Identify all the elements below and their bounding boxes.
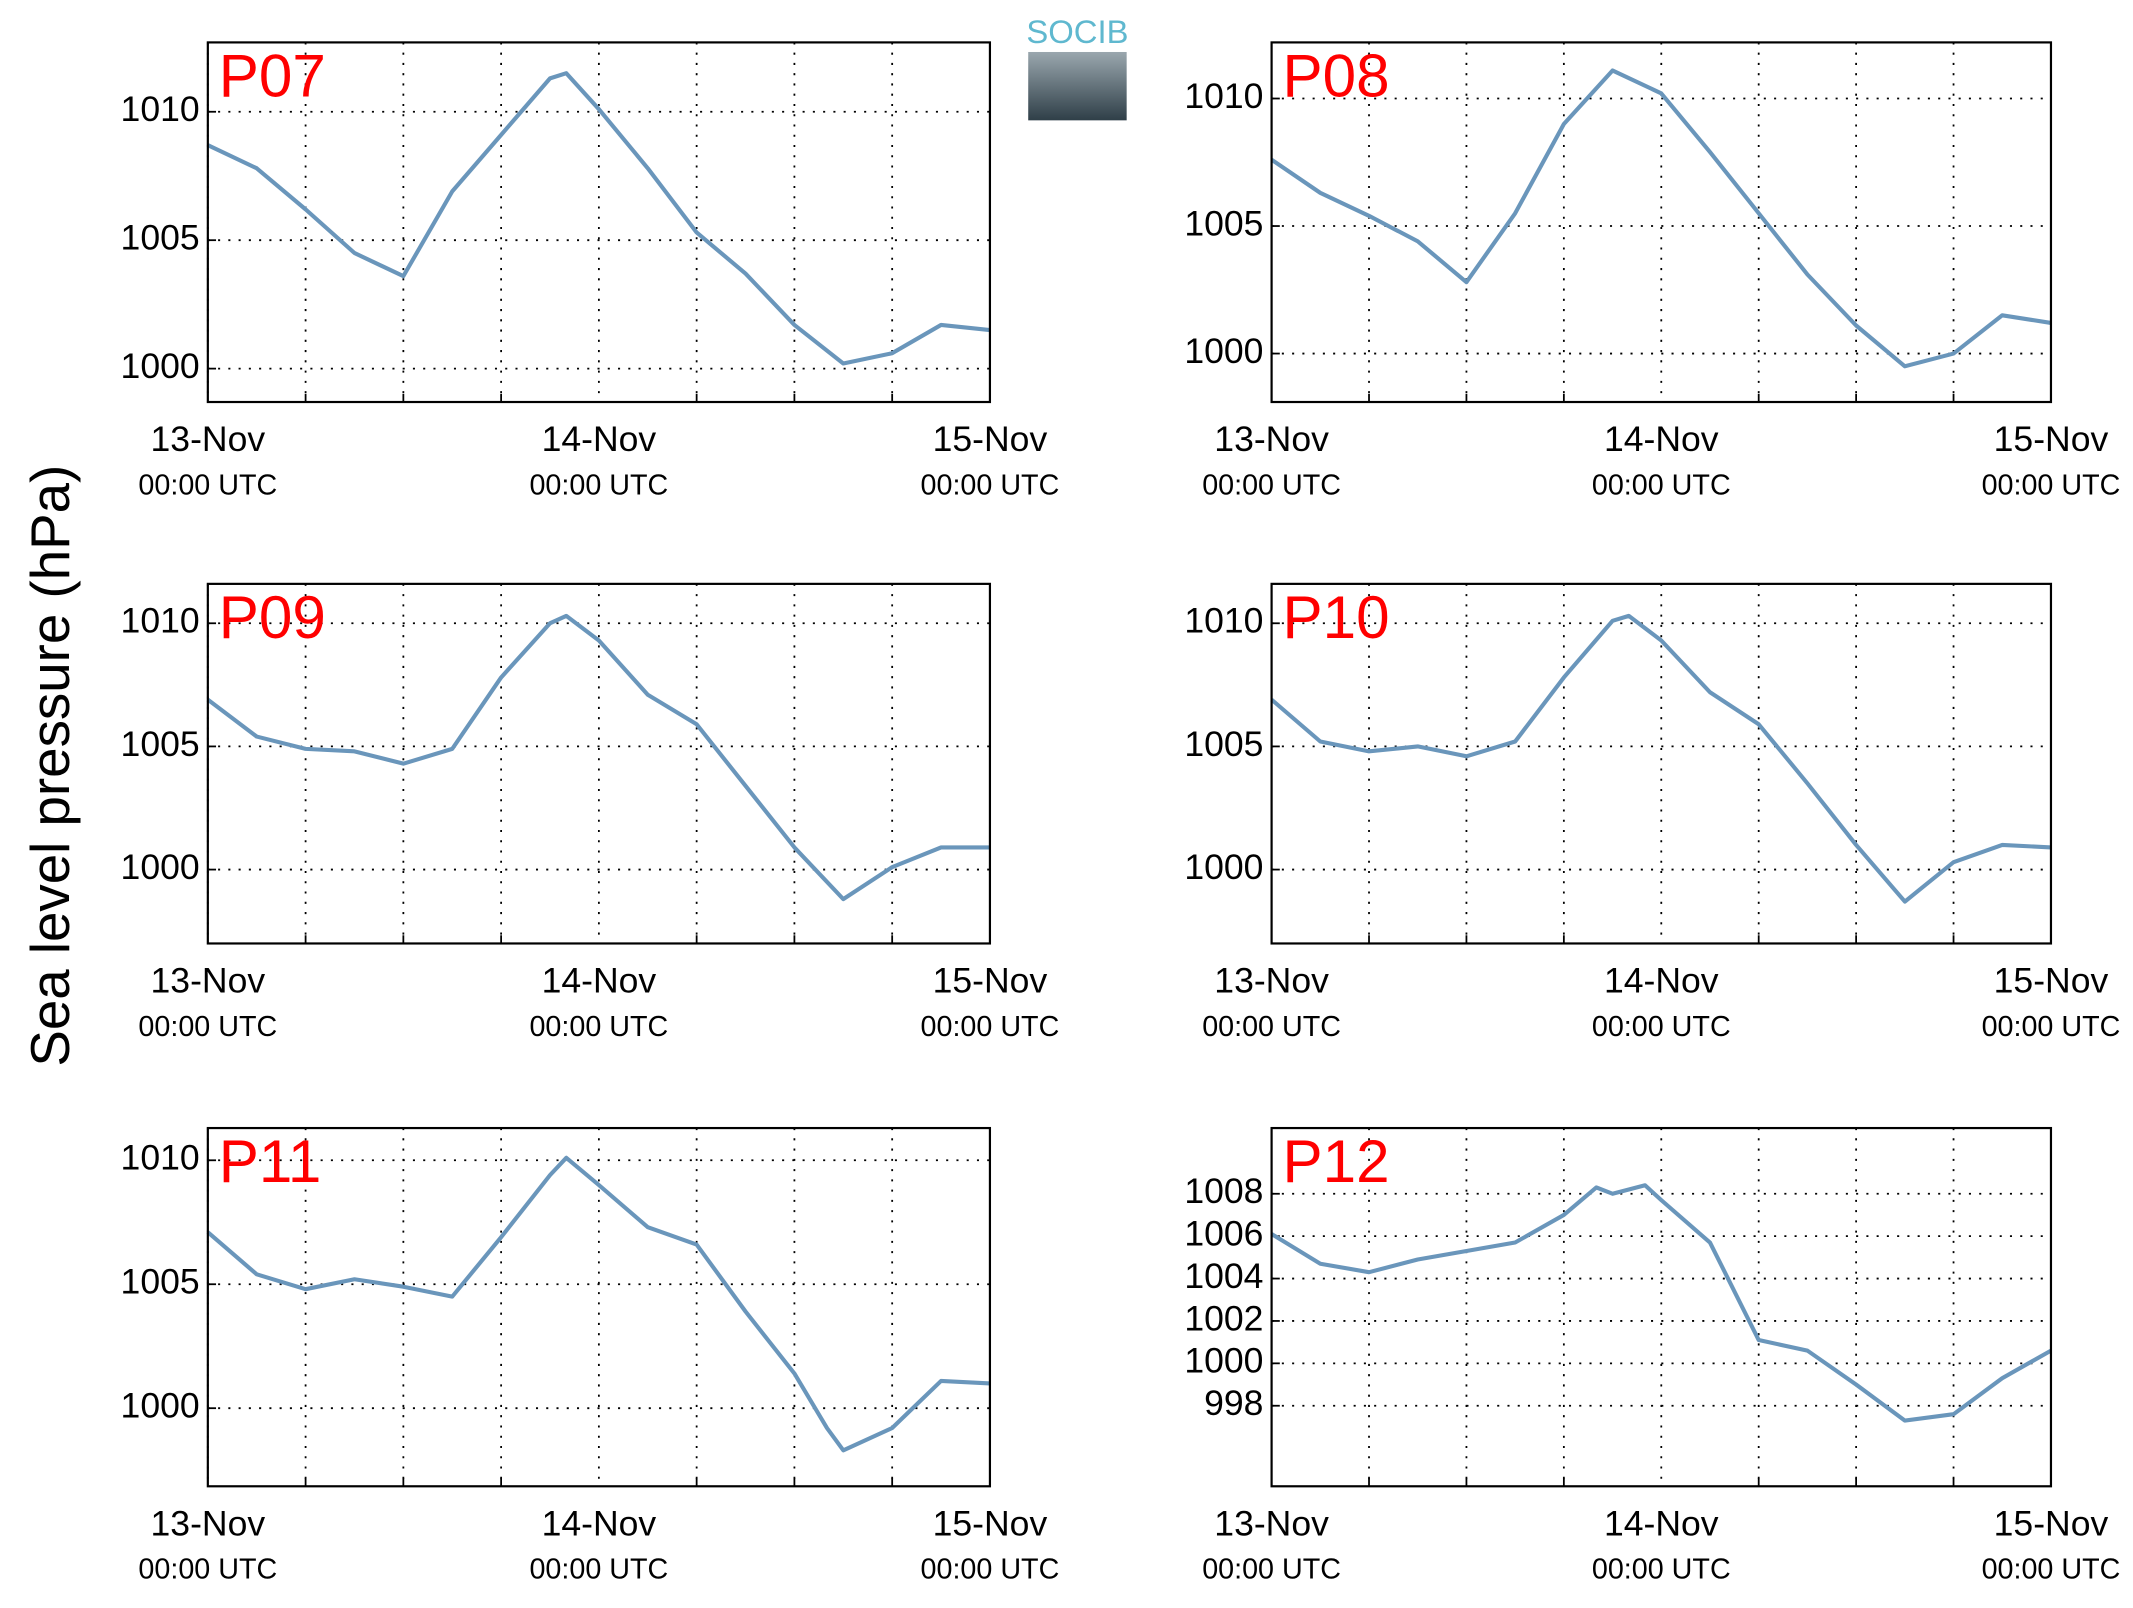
x-tick-sublabel: 00:00 UTC xyxy=(1202,1554,1341,1586)
x-tick-label: 13-Nov xyxy=(151,1503,266,1543)
y-tick-label: 1005 xyxy=(121,218,200,258)
y-tick-label: 1005 xyxy=(1184,724,1263,764)
y-tick-label: 1005 xyxy=(121,724,200,764)
x-tick-label: 13-Nov xyxy=(151,419,266,459)
y-tick-label: 1008 xyxy=(1184,1171,1263,1211)
y-tick-label: 1000 xyxy=(1184,331,1263,371)
data-line xyxy=(1270,613,2052,904)
x-tick-sublabel: 00:00 UTC xyxy=(138,469,277,501)
y-tick-label: 1000 xyxy=(121,1386,200,1426)
x-tick-label: 13-Nov xyxy=(1214,961,1329,1001)
x-tick-sublabel: 00:00 UTC xyxy=(529,469,668,501)
x-tick-sublabel: 00:00 UTC xyxy=(921,1011,1060,1043)
x-tick-label: 15-Nov xyxy=(933,419,1048,459)
data-line xyxy=(1270,68,2052,369)
subplot: 1000 1005 1010 13-Nov 00:00 UTC 14-Nov 00:00 U… xyxy=(121,582,1060,1043)
x-tick-label: 15-Nov xyxy=(1994,419,2109,459)
x-tick-label: 15-Nov xyxy=(1994,961,2109,1001)
data-line xyxy=(206,613,990,902)
x-tick-label: 15-Nov xyxy=(933,1503,1048,1543)
x-tick-label: 15-Nov xyxy=(933,961,1048,1001)
y-tick-label: 1002 xyxy=(1184,1298,1263,1338)
logo: SOCIB xyxy=(1026,13,1128,121)
x-tick-sublabel: 00:00 UTC xyxy=(1982,1554,2121,1586)
x-tick-label: 14-Nov xyxy=(1604,961,1719,1001)
y-axis-label: Sea level pressure (hPa) xyxy=(19,465,81,1067)
logo-text: SOCIB xyxy=(1026,13,1128,50)
y-tick-label: 1000 xyxy=(1184,847,1263,887)
y-tick-label: 1006 xyxy=(1184,1214,1263,1254)
y-tick-label: 1010 xyxy=(121,601,200,641)
x-tick-sublabel: 00:00 UTC xyxy=(529,1554,668,1586)
y-tick-label: 1005 xyxy=(1184,203,1263,243)
x-tick-sublabel: 00:00 UTC xyxy=(529,1011,668,1043)
plot-area xyxy=(207,583,990,944)
x-tick-sublabel: 00:00 UTC xyxy=(1592,469,1731,501)
logo-image xyxy=(1028,51,1127,121)
plot-area xyxy=(207,42,990,403)
panel-title: P08 xyxy=(1283,43,1390,110)
subplot: 1000 1005 1010 13-Nov 00:00 UTC 14-Nov 00:00 U… xyxy=(121,1126,1060,1586)
y-tick-label: 1000 xyxy=(121,346,200,386)
subplot: 1000 1005 1010 13-Nov 00:00 UTC 14-Nov 00:00 U… xyxy=(1184,41,2121,501)
panel-title: P12 xyxy=(1283,1128,1390,1195)
x-tick-sublabel: 00:00 UTC xyxy=(921,1554,1060,1586)
x-tick-label: 14-Nov xyxy=(542,961,657,1001)
y-tick-label: 998 xyxy=(1204,1383,1263,1423)
y-tick-label: 1010 xyxy=(121,89,200,129)
x-tick-label: 13-Nov xyxy=(1214,1503,1329,1543)
plot-frame xyxy=(1270,582,2053,945)
subplot: 1000 1005 1010 13-Nov 00:00 UTC 14-Nov 00:00 U… xyxy=(121,41,1060,501)
y-tick-label: 1005 xyxy=(121,1262,200,1302)
plot-area xyxy=(1271,42,2051,403)
panel-title: P09 xyxy=(219,584,326,651)
y-tick-label: 1004 xyxy=(1184,1256,1263,1296)
x-tick-label: 13-Nov xyxy=(1214,419,1329,459)
x-tick-label: 14-Nov xyxy=(1604,1503,1719,1543)
plot-frame xyxy=(206,1126,992,1488)
x-tick-sublabel: 00:00 UTC xyxy=(1982,469,2121,501)
x-tick-sublabel: 00:00 UTC xyxy=(1982,1011,2121,1043)
x-tick-sublabel: 00:00 UTC xyxy=(138,1011,277,1043)
plot-frame xyxy=(206,41,992,404)
plot-frame xyxy=(1270,41,2053,404)
subplot: 1000 1005 1010 13-Nov 00:00 UTC 14-Nov 00:00 U… xyxy=(1184,582,2121,1043)
x-tick-label: 14-Nov xyxy=(542,419,657,459)
plot-area xyxy=(1271,583,2051,944)
data-line xyxy=(206,1155,991,1453)
plot-frame xyxy=(206,582,992,945)
data-line xyxy=(1270,1183,2052,1423)
x-tick-sublabel: 00:00 UTC xyxy=(1202,1011,1341,1043)
y-tick-label: 1010 xyxy=(1184,601,1263,641)
data-line xyxy=(206,71,991,366)
panel-title: P10 xyxy=(1283,584,1390,651)
x-tick-label: 14-Nov xyxy=(542,1503,657,1543)
x-tick-sublabel: 00:00 UTC xyxy=(1202,469,1341,501)
y-tick-label: 1010 xyxy=(121,1138,200,1178)
y-tick-label: 1000 xyxy=(1184,1341,1263,1381)
x-tick-sublabel: 00:00 UTC xyxy=(1592,1554,1731,1586)
x-tick-label: 14-Nov xyxy=(1604,419,1719,459)
plot-frame xyxy=(1270,1126,2053,1488)
x-tick-sublabel: 00:00 UTC xyxy=(1592,1011,1731,1043)
x-tick-label: 13-Nov xyxy=(151,961,266,1001)
x-tick-label: 15-Nov xyxy=(1994,1503,2109,1543)
y-tick-label: 1010 xyxy=(1184,76,1263,116)
plot-area xyxy=(207,1128,990,1487)
x-tick-sublabel: 00:00 UTC xyxy=(138,1554,277,1586)
y-tick-label: 1000 xyxy=(121,847,200,887)
panel-title: P11 xyxy=(219,1128,322,1195)
x-tick-sublabel: 00:00 UTC xyxy=(921,469,1060,501)
panel-title: P07 xyxy=(219,43,326,110)
